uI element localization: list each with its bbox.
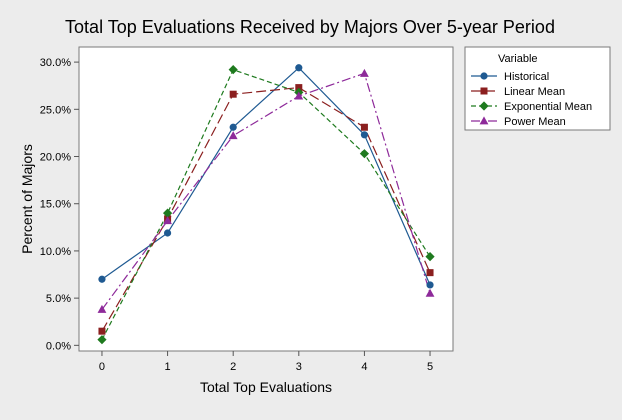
y-tick-label: 15.0% [40, 199, 71, 211]
x-tick-label: 4 [361, 361, 367, 373]
x-tick-label: 5 [427, 361, 433, 373]
data-point-historical [230, 124, 237, 131]
legend-label-linear-mean: Linear Mean [504, 86, 565, 98]
chart-title: Total Top Evaluations Received by Majors… [65, 17, 555, 37]
data-point-linear-mean [98, 328, 105, 335]
data-point-linear-mean [427, 269, 434, 276]
data-point-historical [164, 229, 171, 236]
legend: Variable Historical Linear Mean Exponentia… [465, 47, 610, 130]
legend-label-power-mean: Power Mean [504, 116, 566, 128]
data-point-historical [295, 64, 302, 71]
y-tick-label: 30.0% [40, 57, 71, 69]
y-axis-label: Percent of Majors [19, 144, 35, 254]
legend-label-exponential-mean: Exponential Mean [504, 101, 592, 113]
y-tick-label: 5.0% [46, 293, 71, 305]
x-tick-label: 2 [230, 361, 236, 373]
data-point-linear-mean [230, 91, 237, 98]
data-point-historical [361, 131, 368, 138]
legend-marker-historical [480, 72, 487, 79]
x-tick-label: 3 [296, 361, 302, 373]
x-tick-label: 1 [165, 361, 171, 373]
x-tick-label: 0 [99, 361, 105, 373]
y-tick-label: 20.0% [40, 152, 71, 164]
data-point-historical [98, 276, 105, 283]
legend-title: Variable [498, 53, 538, 65]
legend-label-historical: Historical [504, 71, 549, 83]
data-point-historical [426, 281, 433, 288]
data-point-linear-mean [361, 124, 368, 131]
x-axis-label: Total Top Evaluations [200, 379, 332, 395]
legend-marker-linear-mean [481, 88, 488, 95]
y-tick-label: 25.0% [40, 104, 71, 116]
y-tick-label: 0.0% [46, 340, 71, 352]
y-tick-label: 10.0% [40, 246, 71, 258]
